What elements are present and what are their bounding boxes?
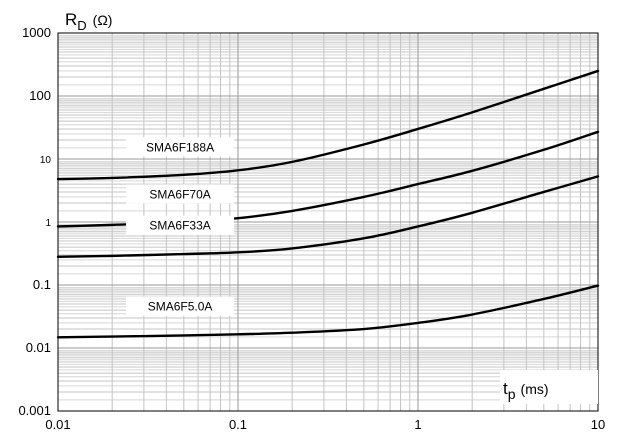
- x-tick-labels: 0.01 0.1 1 10: [45, 417, 605, 432]
- x-axis-label-unit: (ms): [521, 381, 549, 397]
- y-tick-label: 0.1: [33, 277, 51, 292]
- svg-text:RD(Ω): RD (Ω): [65, 10, 112, 33]
- y-tick-labels: 0.001 0.01 0.1 1 10 100 1000: [18, 25, 51, 418]
- series-label-sma6f5-0a: SMA6F5.0A: [148, 300, 213, 314]
- y-axis-label-unit: (Ω): [93, 12, 113, 28]
- y-tick-label: 1000: [22, 25, 51, 40]
- x-tick-label: 10: [591, 417, 605, 432]
- y-tick-label: 10: [40, 155, 52, 166]
- series-line-sma6f5-0a: [56, 284, 600, 339]
- plot-frame: [57, 32, 599, 412]
- series-label-bg-sma6f5-0a: [126, 296, 235, 316]
- x-axis-label: tp (ms): [500, 370, 598, 404]
- y-tick-label: 0.01: [26, 340, 51, 355]
- x-tick-label: 1: [414, 417, 421, 432]
- y-axis-label-main: R: [65, 10, 77, 29]
- series-label-bg-sma6f33a: [126, 215, 235, 235]
- svg-text:tp(ms): tp (ms): [503, 379, 549, 402]
- x-tick-label: 0.01: [45, 417, 70, 432]
- series-label-bg-sma6f188a: [126, 137, 235, 157]
- y-tick-label: 0.001: [18, 403, 51, 418]
- series-line-sma6f33a: [56, 175, 600, 259]
- y-tick-label: 100: [29, 88, 51, 103]
- series-label-sma6f70a: SMA6F70A: [149, 187, 210, 201]
- series-label-sma6f33a: SMA6F33A: [149, 219, 210, 233]
- y-axis-label: RD (Ω): [60, 6, 140, 33]
- x-axis-label-sub: p: [508, 386, 516, 402]
- series-label-bg-sma6f70a: [126, 184, 235, 204]
- x-tick-label: 0.1: [229, 417, 247, 432]
- x-axis-label-main: t: [503, 379, 508, 398]
- y-tick-label: 1: [45, 218, 51, 229]
- series-line-sma6f188a: [56, 69, 600, 181]
- y-axis-label-sub: D: [77, 18, 86, 33]
- series-labels: SMA6F188A SMA6F70A SMA6F33A SMA6F5.0A: [126, 137, 235, 316]
- series-label-sma6f188a: SMA6F188A: [146, 140, 214, 154]
